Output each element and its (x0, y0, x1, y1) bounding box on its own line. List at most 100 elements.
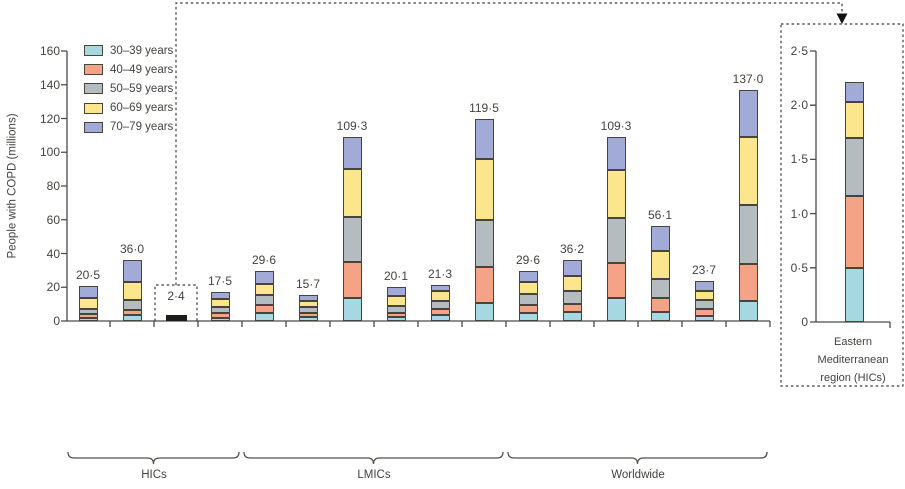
inset-bar-segment-age_60_69 (844, 101, 864, 138)
bar-segment-age_60_69 (518, 282, 538, 295)
bar-segment-age_30_39 (122, 315, 142, 321)
bar-segment-age_40_49 (122, 310, 142, 316)
bar-segment-age_30_39 (254, 313, 274, 321)
bar-segment-age_40_49 (342, 261, 362, 298)
bar-total-label: 20·5 (75, 268, 101, 283)
inset-caption-line: Mediterranean (817, 354, 889, 366)
inset-bar-segment-age_50_59 (844, 137, 864, 197)
bar-total-label: 36·2 (559, 241, 585, 256)
bar-segment-age_70_79 (694, 281, 714, 292)
bar-segment-age_30_39 (606, 298, 626, 321)
bar-segment-age_60_69 (650, 251, 670, 279)
bar-segment-age_60_69 (606, 170, 626, 219)
bar-segment-age_30_39 (694, 315, 714, 321)
bar-segment-age_40_49 (254, 305, 274, 314)
legend-item-age_70_79: 70–79 years (84, 121, 173, 134)
bar-segment-age_40_49 (694, 308, 714, 316)
bar-segment-age_50_59 (122, 300, 142, 311)
bar-segment-age_60_69 (342, 169, 362, 217)
bar-total-label: 29·6 (251, 253, 277, 268)
bar-segment-age_60_69 (474, 158, 494, 220)
bar-segment-age_30_39 (298, 317, 318, 321)
age_50_59-swatch-icon (84, 83, 103, 95)
y-tick-label: 60 (46, 212, 60, 227)
legend-item-age_50_59: 50–59 years (84, 82, 173, 95)
bar-total-label: 56·1 (647, 208, 673, 223)
bar-segment-age_70_79 (254, 271, 274, 285)
inset-bar-segment-age_30_39 (844, 267, 864, 322)
bar-segment-age_60_69 (738, 137, 758, 205)
bar-segment-age_70_79 (210, 291, 230, 300)
bar-total-label: 36·0 (119, 242, 145, 257)
legend-label: 60–69 years (110, 102, 174, 115)
bar-total-label: 137·0 (732, 71, 764, 86)
bar-segment-age_30_39 (386, 316, 406, 321)
legend-item-age_60_69: 60–69 years (84, 102, 173, 115)
bar-total-label: 29·6 (515, 253, 541, 268)
group-brace-worldwide (507, 451, 768, 465)
legend-label: 40–49 years (110, 63, 174, 76)
inset-y-tick-label: 2·5 (790, 44, 808, 58)
bar-eastern-mediterranean-hics-black (165, 315, 187, 321)
age_70_79-swatch-icon (84, 121, 103, 133)
legend-item-age_30_39: 30–39 years (84, 44, 173, 57)
bar-segment-age_40_49 (562, 304, 582, 313)
bar-segment-age_30_39 (650, 312, 670, 321)
y-axis-title-text: People with COPD (millions) (7, 113, 20, 259)
bar-segment-age_30_39 (210, 317, 230, 321)
legend-label: 50–59 years (110, 82, 174, 95)
bar-segment-age_30_39 (518, 313, 538, 321)
inset-y-tick-label: 1·0 (790, 206, 808, 221)
bar-segment-age_50_59 (298, 307, 318, 313)
y-tick-label: 120 (39, 111, 60, 126)
group-label-hics: HICs (141, 469, 167, 481)
inset-caption-line: region (HICs) (820, 372, 886, 384)
bar-segment-age_40_49 (474, 267, 494, 304)
bar-segment-age_50_59 (474, 219, 494, 267)
inset-y-tick-label: 0 (801, 315, 808, 329)
bar-segment-age_30_39 (474, 303, 494, 321)
bar-segment-age_70_79 (298, 294, 318, 302)
y-tick-label: 100 (39, 145, 60, 160)
bar-segment-age_70_79 (430, 285, 450, 292)
bar-total-label: 109·3 (600, 118, 632, 133)
bar-segment-age_60_69 (78, 297, 98, 309)
y-tick-label: 20 (46, 280, 60, 295)
bar-segment-age_50_59 (738, 204, 758, 264)
bar-segment-age_50_59 (562, 291, 582, 304)
bar-segment-age_50_59 (430, 301, 450, 310)
y-tick-label: 40 (46, 246, 60, 261)
inset-y-tick-label: 2·0 (790, 98, 808, 113)
bar-total-label: 21·3 (427, 267, 453, 282)
inset-y-tick-label: 1·5 (790, 152, 808, 167)
bar-segment-age_40_49 (650, 298, 670, 312)
bar-segment-age_70_79 (518, 271, 538, 283)
age_30_39-swatch-icon (84, 45, 103, 56)
inset-bar-segment-age_40_49 (844, 196, 864, 268)
age_40_49-swatch-icon (84, 64, 103, 76)
bar-segment-age_70_79 (606, 136, 626, 170)
inset-y-tick-label: 0·5 (790, 260, 808, 275)
bar-segment-age_70_79 (562, 259, 582, 276)
inset-bar-segment-age_70_79 (844, 82, 864, 102)
y-tick-label: 140 (39, 77, 60, 92)
bar-total-label: 109·3 (336, 118, 368, 133)
bar-segment-age_30_39 (430, 314, 450, 321)
bar-segment-age_70_79 (78, 286, 98, 298)
bar-segment-age_70_79 (342, 136, 362, 170)
connector-dashed-line (175, 2, 843, 285)
bar-segment-age_40_49 (606, 262, 626, 299)
bar-segment-age_60_69 (430, 291, 450, 302)
group-brace-hics (67, 451, 240, 465)
legend-item-age_40_49: 40–49 years (84, 63, 173, 76)
bar-segment-age_70_79 (474, 119, 494, 159)
bar-segment-age_60_69 (210, 299, 230, 308)
arrow-down-icon (836, 13, 848, 24)
bar-segment-age_60_69 (298, 301, 318, 307)
bar-segment-age_70_79 (122, 260, 142, 282)
bar-segment-age_40_49 (386, 312, 406, 317)
legend-label: 30–39 years (110, 44, 174, 57)
bar-segment-age_50_59 (78, 308, 98, 315)
